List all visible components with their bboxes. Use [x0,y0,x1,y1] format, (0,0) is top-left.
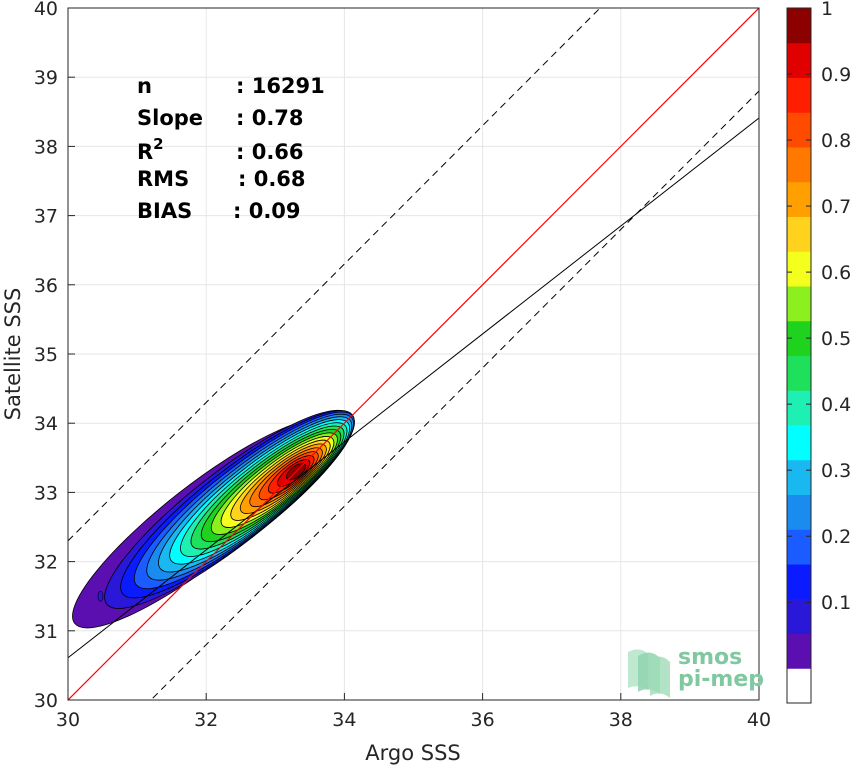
colorbar-tick-label-4: 0.5 [821,328,851,350]
colorbar-band-7 [787,425,811,461]
colorbar-tick-label-1: 0.2 [821,526,851,548]
colorbar-band-15 [787,147,811,183]
x-tick-label-3: 36 [471,709,495,731]
x-tick-label-1: 32 [194,709,218,731]
colorbar-band-8 [787,390,811,426]
y-tick-label-5: 35 [34,344,58,366]
colorbar-band-1 [787,633,811,669]
y-tick-label-6: 36 [34,275,58,297]
y-tick-label-4: 34 [34,413,58,435]
identity-line [68,8,759,700]
colorbar-band-11 [787,286,811,322]
x-tick-label-4: 38 [609,709,633,731]
colorbar-tick-label-5: 0.6 [821,262,851,284]
colorbar-frame [786,7,812,704]
logo-line-2: pi-mep [678,667,764,692]
stat-label-1: Slope [137,106,203,130]
y-tick-label-3: 33 [34,482,58,504]
stat-value-2: : 0.66 [236,140,304,164]
bound-line-1 [150,90,759,700]
colorbar-band-2 [787,598,811,634]
logo-line-1: smos [678,645,742,670]
stat-value-3: : 0.68 [238,167,306,191]
colorbar-band-13 [787,216,811,252]
x-tick-label-2: 34 [332,709,356,731]
y-tick-label-1: 31 [34,621,58,643]
colorbar-band-17 [787,77,811,113]
stat-label-0: n [137,74,152,98]
colorbar-tick-label-0: 0.1 [821,592,851,614]
colorbar-band-3 [787,564,811,600]
stat-value-1: : 0.78 [236,106,304,130]
colorbar-band-14 [787,181,811,217]
stat-value-0: : 16291 [236,74,325,98]
stat-value-4: : 0.09 [233,199,301,223]
colorbar-band-12 [787,251,811,287]
colorbar: 0.1 0.2 0.3 0.4 0.5 0.6 0.7 0.8 0.9 1 [786,0,851,704]
y-tick-labels: 30 31 32 33 34 35 36 37 38 39 40 [34,0,75,712]
smos-pi-mep-logo: smos pi-mep [628,645,764,698]
colorbar-band-16 [787,112,811,148]
colorbar-tick-label-8: 0.9 [821,64,851,86]
colorbar-band-5 [787,494,811,530]
stat-label-4: BIAS [137,199,192,223]
density-contours [72,409,355,629]
contour-outlier-blob [97,590,104,602]
x-tick-label-0: 30 [56,709,80,731]
colorbar-band-4 [787,529,811,565]
reference-lines [68,8,759,700]
colorbar-band-18 [787,42,811,78]
y-tick-label-0: 30 [34,690,58,712]
colorbar-tick-label-6: 0.7 [821,196,851,218]
colorbar-tick-label-7: 0.8 [821,130,851,152]
colorbar-tick-label-3: 0.4 [821,394,851,416]
stat-label-3: RMS [137,167,189,191]
colorbar-tick-label-2: 0.3 [821,460,851,482]
stat-sup-2: 2 [153,135,163,153]
colorbar-band-0 [787,668,811,704]
y-tick-label-8: 38 [34,136,58,158]
y-tick-label-9: 39 [34,67,58,89]
y-tick-label-10: 40 [34,0,58,20]
x-tick-label-5: 40 [747,709,771,731]
y-tick-label-2: 32 [34,552,58,574]
colorbar-band-9 [787,355,811,391]
x-tick-labels: 30 32 34 36 38 40 [56,693,771,731]
colorbar-tick-label-9: 1 [821,0,833,20]
bound-line-0 [68,8,601,542]
y-axis-label: Satellite SSS [1,288,25,421]
colorbar-band-19 [787,8,811,44]
colorbar-band-6 [787,459,811,495]
regression-line [68,117,759,659]
y-tick-label-7: 37 [34,206,58,228]
x-axis-label: Argo SSS [365,741,460,765]
